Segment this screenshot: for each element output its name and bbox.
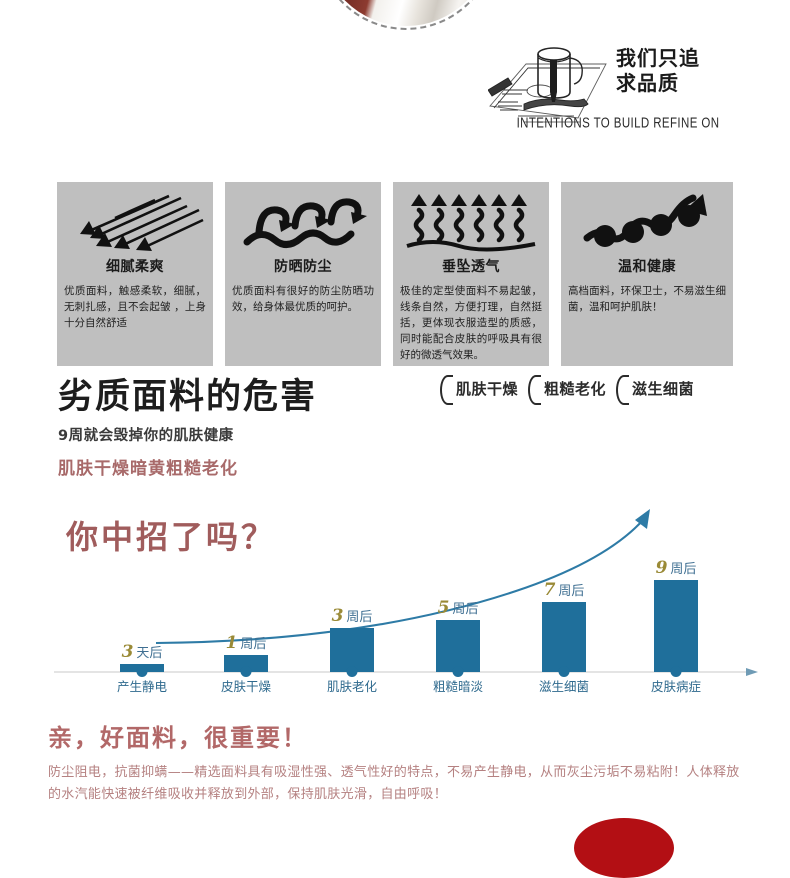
- bar-caption-unit: 周后: [240, 637, 267, 652]
- bar-caption: 7 周后: [516, 580, 612, 600]
- feature-box-list: 细腻柔爽 优质面料，触感柔软，细腻，无刺扎感，且不会起皱 ，上身十分自然舒适 防…: [57, 182, 733, 366]
- bar-rect: [120, 664, 164, 677]
- axis-arrow-icon: [746, 668, 758, 676]
- bar-category-label: 肌肤老化: [326, 679, 377, 694]
- symptom-tag-label: 肌肤干燥: [456, 380, 519, 398]
- trend-curve: [155, 518, 645, 645]
- harm-title: 劣质面料的危害: [58, 377, 318, 417]
- bar-caption-unit: 天后: [136, 646, 163, 661]
- feature-box-1: 细腻柔爽 优质面料，触感柔软，细腻，无刺扎感，且不会起皱 ，上身十分自然舒适: [57, 182, 213, 366]
- bar-caption-unit: 周后: [346, 610, 373, 625]
- chart-bars: 3 天后 产生静电 1 周后 皮肤干燥 3 周后: [46, 495, 766, 715]
- bar-dot-marker: [136, 666, 148, 677]
- bar-caption: 5 周后: [410, 598, 506, 618]
- bar-rect: [224, 655, 268, 677]
- bottom-paragraph: 防尘阻电，抗菌抑螨——精选面料具有吸湿性强、透气性好的特点，不易产生静电，从而灰…: [48, 765, 740, 802]
- bar-group-4: 7 周后: [516, 580, 612, 677]
- bar-caption-number: 7: [543, 580, 556, 600]
- bar-caption: 9 周后: [628, 558, 724, 578]
- feature-title: 垂坠透气: [442, 259, 500, 275]
- bar-caption-number: 3: [121, 642, 134, 662]
- bar-caption: 3 天后: [94, 642, 190, 662]
- feature-title: 温和健康: [618, 259, 676, 275]
- bar-dot-marker: [346, 666, 358, 677]
- bar-caption: 1 周后: [198, 633, 294, 653]
- feature-title: 细腻柔爽: [106, 259, 164, 275]
- trend-arrow-icon: [635, 509, 650, 529]
- chart-axes-and-trend: [54, 509, 758, 676]
- bar-caption-unit: 周后: [452, 602, 479, 617]
- feature-description: 优质面料，触感柔软，细腻，无刺扎感，且不会起皱 ，上身十分自然舒适: [64, 285, 206, 329]
- bar-group-5: 9 周后: [628, 558, 724, 677]
- slogan-chinese: 我们只追 求品质: [616, 46, 748, 96]
- bottom-red-arc-decoration: [574, 818, 674, 878]
- bar-caption: 3 周后: [304, 606, 400, 626]
- bar-caption-number: 1: [225, 633, 238, 653]
- slogan-line-2: 求品质: [616, 71, 679, 95]
- bar-caption-unit: 周后: [670, 562, 697, 577]
- top-circular-product-photo: [316, 0, 496, 30]
- slogan-line-1: 我们只追: [616, 46, 700, 70]
- bar-caption-number: 3: [331, 606, 344, 626]
- feature-box-3: 垂坠透气 极佳的定型使面料不易起皱，线条自然，方便打理，自然挺括，更体现衣服造型…: [393, 182, 549, 366]
- bracket-icon: [440, 375, 453, 405]
- bar-dot-marker: [240, 666, 252, 677]
- symptom-tag: 粗糙老化: [528, 375, 607, 405]
- bar-group-2: 3 周后: [304, 606, 400, 677]
- diagonal-arrows-icon: [80, 194, 204, 251]
- feature-box-4: 温和健康 高档面料，环保卫士，不易滋生细菌，温和呵护肌肤！: [561, 182, 733, 366]
- chart-title: 你中招了吗？: [66, 518, 277, 556]
- rising-dots-arrow-icon: [583, 194, 707, 247]
- bar-category-label: 粗糙暗淡: [432, 679, 483, 694]
- bar-caption-number: 5: [437, 598, 450, 618]
- bar-rect: [436, 620, 480, 677]
- bar-category-label: 皮肤病症: [650, 679, 701, 694]
- bar-dot-marker: [670, 666, 682, 677]
- harm-highlight: 肌肤干燥暗黄粗糙老化: [58, 459, 238, 479]
- slogan-english: INTENTIONS TO BUILD REFINE ON: [516, 116, 720, 131]
- feature-description: 极佳的定型使面料不易起皱，线条自然，方便打理，自然挺括，更体现衣服造型的质感，同…: [400, 285, 542, 361]
- bar-category-label: 皮肤干燥: [220, 679, 271, 694]
- feature-description: 优质面料有很好的防尘防晒功效，给身体最优质的呵护。: [232, 285, 374, 313]
- upward-breathable-arrows-icon: [406, 194, 536, 252]
- brand-slogan-block: 我们只追 求品质 INTENTIONS TO BUILD REFINE ON: [488, 44, 748, 136]
- skin-damage-timeline-chart: 3 天后 产生静电 1 周后 皮肤干燥 3 周后: [46, 495, 766, 715]
- bracket-icon: [528, 375, 542, 405]
- symptom-tag-list: 肌肤干燥 粗糙老化 滋生细菌: [440, 375, 695, 405]
- bar-rect: [542, 602, 586, 677]
- bar-rect: [654, 580, 698, 677]
- bottom-heading: 亲，好面料，很重要！: [48, 724, 308, 752]
- feature-box-2: 防晒防尘 优质面料有很好的防尘防晒功效，给身体最优质的呵护。: [225, 182, 381, 366]
- bar-group-0: 3 天后: [94, 642, 190, 677]
- bar-caption-unit: 周后: [558, 584, 585, 599]
- symptom-tag-label: 粗糙老化: [544, 380, 607, 398]
- feature-title: 防晒防尘: [274, 259, 332, 275]
- bracket-icon: [616, 375, 630, 405]
- harm-heading-block: 劣质面料的危害 9周就会毁掉你的肌肤健康 肌肤干燥暗黄粗糙老化: [58, 376, 438, 479]
- bar-group-1: 1 周后: [198, 633, 294, 677]
- symptom-tag-label: 滋生细菌: [632, 380, 695, 398]
- bar-rect: [330, 628, 374, 677]
- symptom-tag: 滋生细菌: [616, 375, 695, 405]
- symptom-tag: 肌肤干燥: [440, 375, 519, 405]
- bar-dot-marker: [452, 666, 464, 677]
- sun-dust-wave-icon: [243, 198, 367, 248]
- bar-category-label: 滋生细菌: [538, 679, 589, 694]
- bar-group-3: 5 周后: [410, 598, 506, 677]
- product-detail-page: 我们只追 求品质 INTENTIONS TO BUILD REFINE ON 细…: [46, 0, 766, 878]
- harm-subtitle: 9周就会毁掉你的肌肤健康: [58, 428, 234, 444]
- bar-category-label: 产生静电: [116, 679, 167, 694]
- bar-dot-marker: [558, 666, 570, 677]
- paint-bucket-blueprint-sketch-icon: [488, 47, 607, 123]
- bar-caption-number: 9: [655, 558, 668, 578]
- bottom-copy-block: 亲，好面料，很重要！ 防尘阻电，抗菌抑螨——精选面料具有吸湿性强、透气性好的特点…: [48, 718, 748, 806]
- product-photo-image: [320, 0, 492, 26]
- feature-description: 高档面料，环保卫士，不易滋生细菌，温和呵护肌肤！: [568, 285, 726, 313]
